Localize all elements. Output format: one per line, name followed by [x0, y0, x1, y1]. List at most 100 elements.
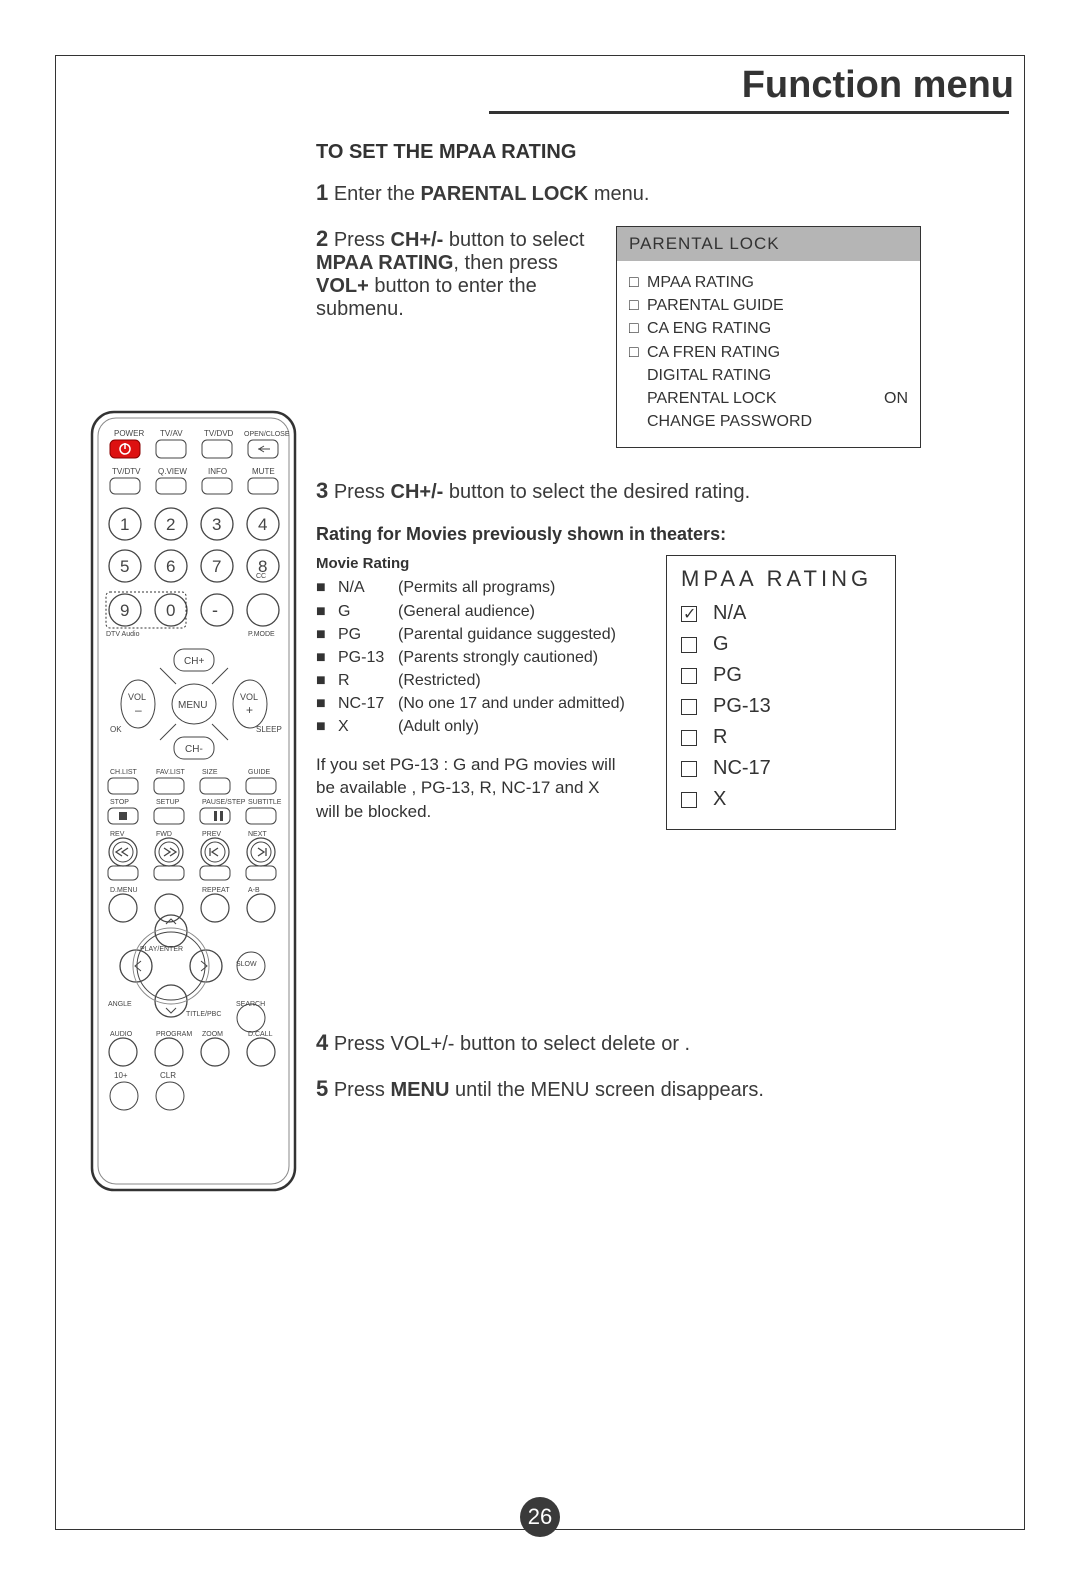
svg-text:P.MODE: P.MODE	[248, 631, 275, 638]
osd-parental-row: □PARENTAL GUIDE	[629, 294, 908, 317]
svg-text:DTV Audio: DTV Audio	[106, 631, 140, 638]
svg-text:AUDIO: AUDIO	[110, 1031, 133, 1038]
step2-t3: , then press	[453, 252, 558, 274]
svg-text:7: 7	[212, 557, 221, 576]
movie-rating-block: Movie Rating ■N/A(Permits all programs) ■…	[316, 555, 1006, 830]
rating-row: R	[681, 722, 881, 753]
page-number-badge: 26	[520, 1497, 560, 1537]
svg-text:STOP: STOP	[110, 799, 129, 806]
osd-parental-header: PARENTAL LOCK	[617, 227, 920, 261]
svg-text:3: 3	[212, 515, 221, 534]
step3-num: 3	[316, 478, 328, 503]
svg-text:PROGRAM: PROGRAM	[156, 1031, 192, 1038]
osd-parental-row: □CA FREN RATING	[629, 341, 908, 364]
rating-row: PG-13	[681, 691, 881, 722]
svg-text:REPEAT: REPEAT	[202, 887, 230, 894]
svg-text:FAV.LIST: FAV.LIST	[156, 769, 186, 776]
movie-rating-title: Movie Rating	[316, 555, 636, 572]
svg-text:MENU: MENU	[178, 700, 207, 711]
osd-parental-row: PARENTAL LOCKON	[629, 387, 908, 410]
movie-rating-row: ■N/A(Permits all programs)	[316, 576, 636, 599]
svg-text:CH.LIST: CH.LIST	[110, 769, 138, 776]
step3-t2: button to select the desired rating.	[449, 481, 750, 503]
svg-text:10+: 10+	[114, 1071, 128, 1080]
movie-rating-row: ■X(Adult only)	[316, 715, 636, 738]
svg-text:1: 1	[120, 515, 129, 534]
step4-text: Press VOL+/- button to select delete or …	[334, 1033, 690, 1055]
svg-text:A-B: A-B	[248, 887, 260, 894]
svg-text:ZOOM: ZOOM	[202, 1031, 223, 1038]
osd-mpaa-title: MPAA RATING	[681, 566, 881, 592]
step5-t1: Press	[334, 1079, 391, 1101]
svg-text:TV/DTV: TV/DTV	[112, 467, 141, 476]
svg-text:0: 0	[166, 601, 175, 620]
step2-t2: button to select	[449, 229, 585, 251]
movie-rating-note: If you set PG-13 : G and PG movies will …	[316, 753, 616, 824]
rating-subhead: Rating for Movies previously shown in th…	[316, 524, 1006, 545]
svg-text:PREV: PREV	[202, 831, 221, 838]
svg-text:VOL: VOL	[128, 692, 146, 702]
osd-parental-body: □MPAA RATING□PARENTAL GUIDE□CA ENG RATIN…	[617, 261, 920, 447]
step2-num: 2	[316, 226, 328, 251]
svg-text:CLR: CLR	[160, 1071, 176, 1080]
svg-text:2: 2	[166, 515, 175, 534]
movie-rating-row: ■NC-17(No one 17 and under admitted)	[316, 692, 636, 715]
step4-num: 4	[316, 1030, 328, 1055]
step3-t1: Press	[334, 481, 391, 503]
svg-text:–: –	[135, 703, 142, 717]
svg-text:GUIDE: GUIDE	[248, 769, 271, 776]
title-underline	[489, 111, 1009, 114]
svg-text:D.CALL: D.CALL	[248, 1031, 273, 1038]
section-title: TO SET THE MPAA RATING	[316, 141, 1006, 164]
step1-num: 1	[316, 180, 328, 205]
lbl-open: OPEN/CLOSE	[244, 431, 290, 438]
svg-text:+: +	[246, 703, 253, 717]
svg-text:VOL: VOL	[240, 692, 258, 702]
svg-text:5: 5	[120, 557, 129, 576]
svg-text:SUBTITLE: SUBTITLE	[248, 799, 282, 806]
lbl-tvav: TV/AV	[160, 429, 183, 438]
step2-b2: MPAA RATING	[316, 252, 453, 274]
step-5: 5 Press MENU until the MENU screen disap…	[316, 1076, 1006, 1102]
step5-num: 5	[316, 1076, 328, 1101]
remote-control-illustration: POWER TV/AV TV/DVD OPEN/CLOSE TV/DTV Q.V…	[86, 406, 301, 1196]
svg-text:D.MENU: D.MENU	[110, 887, 138, 894]
svg-text:9: 9	[120, 601, 129, 620]
main-content: TO SET THE MPAA RATING 1 Enter the PAREN…	[316, 141, 1006, 1122]
movie-rating-row: ■PG-13(Parents strongly cautioned)	[316, 646, 636, 669]
rating-row: NC-17	[681, 753, 881, 784]
svg-text:SLOW: SLOW	[236, 961, 257, 968]
svg-text:ANGLE: ANGLE	[108, 1001, 132, 1008]
page-border: Function menu TO SET THE MPAA RATING 1 E…	[55, 55, 1025, 1530]
svg-text:INFO: INFO	[208, 467, 227, 476]
step-2: 2 Press CH+/- button to select MPAA RATI…	[316, 226, 1006, 448]
lbl-tvdvd: TV/DVD	[204, 429, 234, 438]
step-1: 1 Enter the PARENTAL LOCK menu.	[316, 180, 1006, 206]
rating-row: PG	[681, 660, 881, 691]
svg-text:-: -	[212, 600, 218, 620]
svg-text:TITLE/PBC: TITLE/PBC	[186, 1011, 221, 1018]
svg-text:Q.VIEW: Q.VIEW	[158, 467, 187, 476]
svg-text:SLEEP: SLEEP	[256, 725, 282, 734]
svg-text:NEXT: NEXT	[248, 831, 267, 838]
movie-rating-row: ■PG(Parental guidance suggested)	[316, 623, 636, 646]
step2-text: 2 Press CH+/- button to select MPAA RATI…	[316, 226, 596, 321]
osd-parental-row: □MPAA RATING	[629, 271, 908, 294]
step5-t2: until the MENU screen disappears.	[449, 1079, 764, 1101]
rating-row: X	[681, 784, 881, 815]
step-3: 3 Press CH+/- button to select the desir…	[316, 478, 1006, 504]
svg-text:4: 4	[258, 515, 267, 534]
osd-parental-row: DIGITAL RATING	[629, 364, 908, 387]
svg-text:MUTE: MUTE	[252, 467, 275, 476]
svg-text:SIZE: SIZE	[202, 769, 218, 776]
svg-text:CH-: CH-	[185, 744, 203, 755]
osd-mpaa-rating: MPAA RATING N/AGPGPG-13RNC-17X	[666, 555, 896, 830]
svg-text:FWD: FWD	[156, 831, 172, 838]
osd-parental-row: CHANGE PASSWORD	[629, 410, 908, 433]
rating-row: N/A	[681, 598, 881, 629]
movie-rating-list: Movie Rating ■N/A(Permits all programs) ■…	[316, 555, 636, 824]
svg-text:REV: REV	[110, 831, 125, 838]
page-title: Function menu	[742, 64, 1014, 107]
movie-rating-row: ■R(Restricted)	[316, 669, 636, 692]
step1-pre: Enter the	[334, 183, 421, 205]
